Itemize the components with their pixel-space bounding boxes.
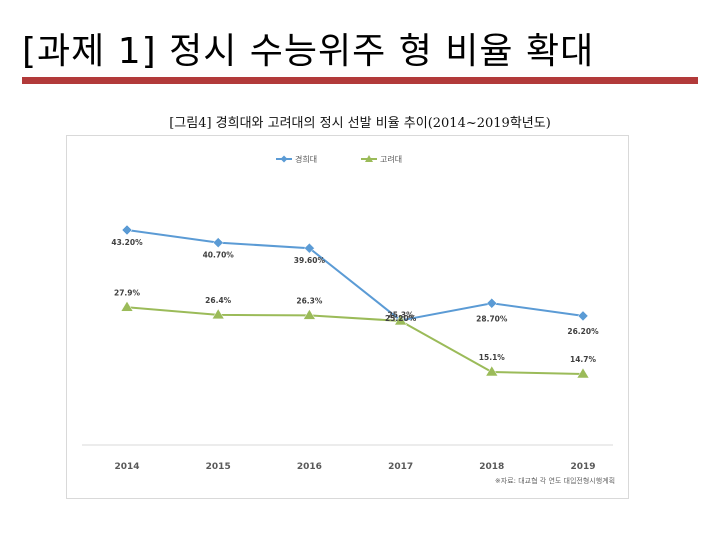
series-line [126,229,584,322]
series-line [126,306,584,375]
data-labels: 43.20% 40.70% 39.60% 25.3% 28.70% 26.20% 27.9%… [111,238,599,364]
x-tick-label: 2018 [479,462,504,472]
x-tick-label: 2016 [297,462,322,472]
legend-label: 고려대 [380,154,402,164]
x-tick-label: 2017 [388,462,413,472]
data-label: 28.70% [476,314,508,323]
data-point-marker [121,224,133,236]
x-tick-label: 2019 [570,462,595,472]
slide-title: [과제 1] 정시 수능위주 형 비율 확대 [22,31,595,72]
line-chart: 경희대 고려대 43.20% 40.70% 39.60% 25.3% 28.70% 26.2… [82,154,615,485]
data-point-marker [304,242,315,254]
data-point-marker [120,300,134,312]
data-point-marker [212,237,224,248]
data-point-marker [577,310,589,322]
series-lines [126,229,584,375]
data-label: 40.70% [203,251,235,260]
data-label: 26.4% [205,296,232,305]
x-tick-label: 2014 [114,462,139,472]
chart-legend: 경희대 고려대 [276,154,402,164]
data-label: 26.20% [567,327,599,336]
legend-marker [280,155,288,163]
x-axis-ticks: 2014 2015 2016 2017 2018 2019 [114,462,595,472]
data-label: 26.3% [296,296,323,305]
source-note: ※자료: 대교협 각 연도 대입전형시행계획 [495,476,615,485]
data-label: 15.1% [479,353,506,362]
data-label: 43.20% [111,238,143,247]
chart-frame: 경희대 고려대 43.20% 40.70% 39.60% 25.3% 28.70% 26.2… [66,135,629,499]
series-markers [120,224,590,379]
data-label: 25.3% [388,310,415,319]
x-tick-label: 2015 [206,462,231,472]
legend-marker [365,155,373,162]
data-label: 25.20% [385,314,417,323]
data-label: 39.60% [294,256,326,265]
legend-label: 경희대 [295,154,317,164]
title-divider [22,77,698,84]
data-point-marker [485,365,499,377]
figure-caption: [그림4] 경희대와 고려대의 정시 선발 비율 추이(2014~2019학년도… [169,116,551,131]
data-label: 27.9% [114,288,141,297]
data-label: 14.7% [570,355,597,364]
data-point-marker [211,308,225,320]
data-point-marker [302,308,316,320]
data-point-marker [486,297,498,309]
data-point-marker [394,314,408,326]
data-point-marker [576,367,590,379]
